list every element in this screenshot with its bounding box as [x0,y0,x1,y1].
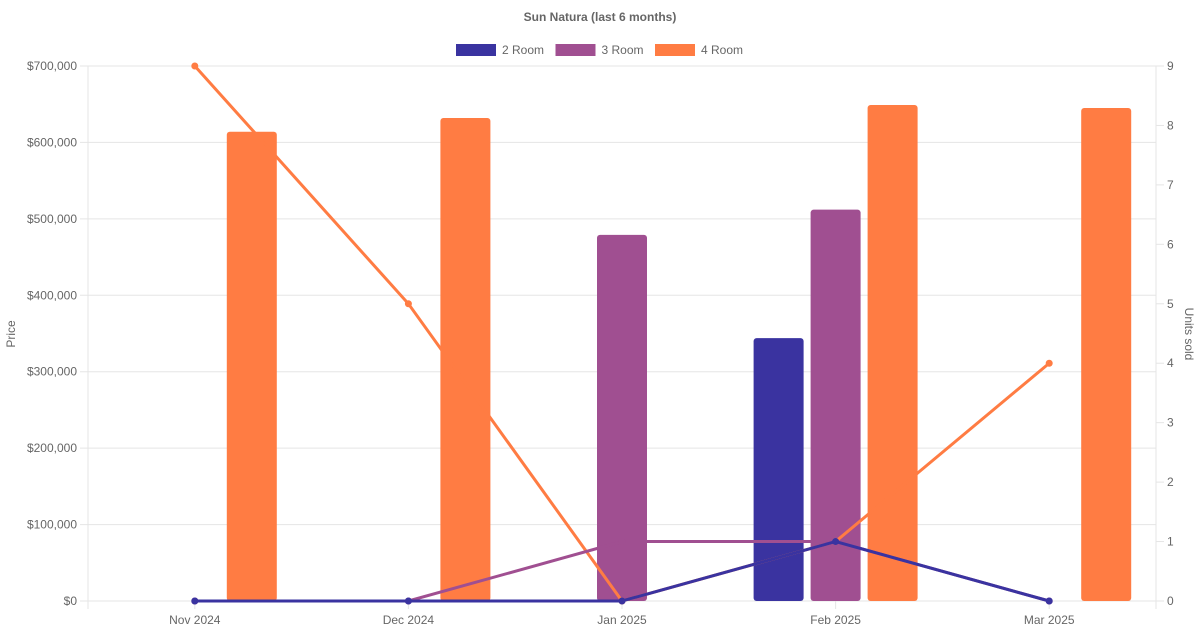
y2-tick-label: 3 [1167,416,1174,430]
x-tick-label: Mar 2025 [1024,613,1075,627]
point-3-room [618,538,626,546]
legend-label: 3 Room [602,43,644,57]
bar-4-room [226,131,277,601]
y-axis-label: Price [4,320,18,348]
y-tick-label: $400,000 [27,288,77,302]
y2-tick-label: 7 [1167,178,1174,192]
y2-axis-label: Units sold [1182,308,1196,361]
lines [191,62,1053,605]
bar-3-room [597,234,647,601]
legend-swatch[interactable] [655,44,695,56]
chart-title: Sun Natura (last 6 months) [524,10,677,24]
y2-tick-label: 0 [1167,594,1174,608]
legend: 2 Room 3 Room 4 Room [456,43,743,57]
x-tick-label: Dec 2024 [383,613,435,627]
y-tick-label: $500,000 [27,212,77,226]
bar-2-room [753,338,804,601]
axes: $0 $100,000 $200,000 $300,000 $400,000 $500,0… [27,59,1174,627]
bar-4-room [1081,108,1132,602]
y-tick-label: $200,000 [27,441,77,455]
y-tick-label: $700,000 [27,59,77,73]
y2-tick-label: 9 [1167,59,1174,73]
y2-tick-label: 4 [1167,356,1174,370]
y-tick-label: $300,000 [27,365,77,379]
point-2-room [191,597,199,605]
y-tick-label: $0 [64,594,78,608]
y2-tick-label: 1 [1167,535,1174,549]
bars [226,104,1132,602]
y-tick-label: $600,000 [27,135,77,149]
y2-tick-label: 5 [1167,297,1174,311]
y2-tick-label: 2 [1167,475,1174,489]
x-tick-label: Nov 2024 [169,613,221,627]
legend-swatch[interactable] [555,44,596,56]
x-tick-label: Feb 2025 [810,613,861,627]
bar-4-room [867,104,918,601]
point-4-room [404,300,412,308]
legend-swatch[interactable] [456,44,496,56]
x-tick-label: Jan 2025 [597,613,647,627]
legend-label: 4 Room [701,43,743,57]
y2-tick-label: 8 [1167,118,1174,132]
bar-3-room [810,209,861,601]
point-2-room [404,597,412,605]
y-tick-label: $100,000 [27,518,77,532]
y2-tick-label: 6 [1167,237,1174,251]
point-2-room [832,538,840,546]
bar-4-room [440,117,491,601]
point-2-room [618,597,626,605]
point-4-room [191,62,199,70]
legend-label: 2 Room [502,43,544,57]
point-2-room [1045,597,1053,605]
point-4-room [1045,359,1053,367]
